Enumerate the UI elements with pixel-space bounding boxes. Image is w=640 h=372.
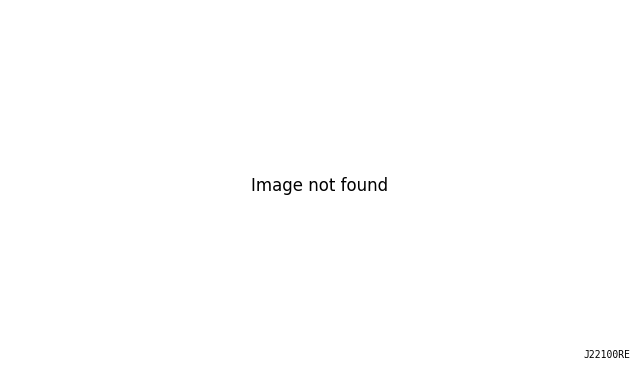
Text: J22100RE: J22100RE <box>583 350 630 360</box>
Text: Image not found: Image not found <box>252 177 388 195</box>
